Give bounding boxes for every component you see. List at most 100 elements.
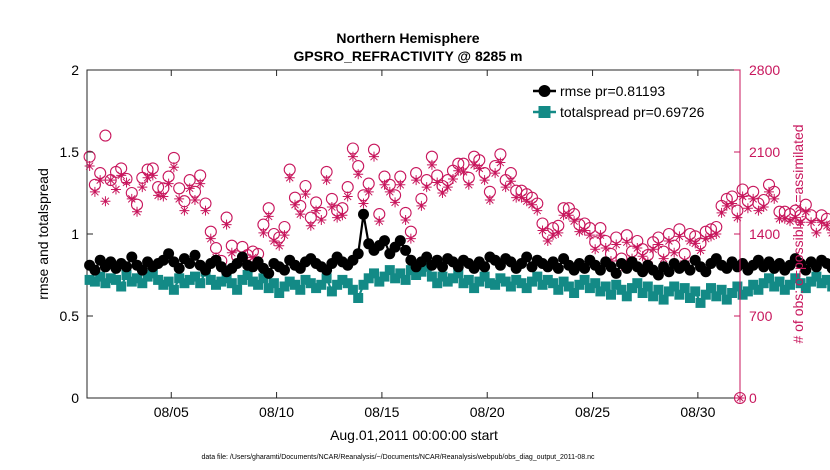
totalspread-point <box>326 286 337 297</box>
totalspread-point <box>105 273 116 284</box>
y-right-tick-label: 1400 <box>749 226 780 242</box>
totalspread-point <box>627 283 637 294</box>
possible-obs-point <box>683 227 697 241</box>
totalspread-point <box>226 278 237 289</box>
totalspread-point <box>448 273 458 284</box>
totalspread-point <box>758 278 769 289</box>
totalspread-point <box>700 289 711 300</box>
totalspread-point <box>706 283 716 294</box>
totalspread-point <box>295 284 306 295</box>
assimilated-obs-point <box>226 247 237 258</box>
totalspread-point <box>542 274 553 285</box>
assimilated-obs-point <box>716 207 727 218</box>
possible-obs-point <box>757 193 770 207</box>
possible-obs-point <box>552 219 565 232</box>
totalspread-point <box>574 279 585 290</box>
totalspread-point <box>405 265 416 276</box>
totalspread-point <box>611 279 622 290</box>
rmse-point <box>610 267 622 279</box>
possible-obs-point <box>810 219 823 232</box>
possible-obs-point <box>547 222 560 235</box>
assimilated-obs-point <box>110 184 121 195</box>
assimilated-obs-point <box>511 192 522 203</box>
assimilated-obs-point <box>268 236 279 247</box>
possible-obs-point <box>604 247 618 260</box>
assimilated-obs-point <box>785 216 796 227</box>
possible-obs-point <box>404 225 417 238</box>
assimilated-obs-point <box>542 236 553 247</box>
assimilated-obs-point <box>795 217 806 228</box>
possible-obs-point <box>420 174 433 187</box>
assimilated-obs-point <box>300 189 311 200</box>
totalspread-point <box>363 273 374 284</box>
totalspread-point <box>527 276 537 287</box>
assimilated-obs-point <box>463 179 474 190</box>
assimilated-obs-point <box>305 220 316 231</box>
assimilated-obs-point <box>479 175 490 186</box>
assimilated-obs-point <box>458 166 469 177</box>
possible-obs-point <box>826 220 830 232</box>
possible-obs-point <box>620 229 633 242</box>
x-tick-label: 08/05 <box>154 404 189 420</box>
assimilated-obs-point <box>168 162 179 173</box>
totalspread-point <box>205 274 216 285</box>
y-axis-right: 0 700 1400 2100 2800 <box>734 62 780 406</box>
assimilated-obs-point <box>153 190 164 201</box>
totalspread-point <box>800 283 811 294</box>
rmse-point <box>400 244 412 256</box>
totalspread-point <box>332 279 343 290</box>
possible-obs-point <box>599 234 612 248</box>
assimilated-obs-point <box>326 202 337 213</box>
assimilated-obs-point <box>553 227 564 238</box>
x-tick-label: 08/15 <box>364 404 399 420</box>
rmse-point <box>479 261 491 273</box>
totalspread-point <box>663 286 674 297</box>
totalspread-point <box>284 276 295 287</box>
y-right-tick-label: 2800 <box>749 62 780 78</box>
assimilated-obs-point <box>495 157 506 168</box>
possible-obs-point <box>699 225 712 238</box>
assimilated-obs-point <box>205 233 216 244</box>
totalspread-point <box>790 273 801 284</box>
assimilated-obs-point <box>284 172 295 183</box>
assimilated-obs-point <box>569 216 580 227</box>
assimilated-obs-point <box>521 196 532 207</box>
rmse-point <box>173 262 185 274</box>
totalspread-point <box>279 281 290 292</box>
y-left-tick-label: 2 <box>71 62 79 78</box>
possible-obs-point <box>383 178 396 191</box>
possible-obs-point <box>441 174 454 187</box>
assimilated-obs-point <box>758 202 769 213</box>
legend-box <box>526 77 734 126</box>
possible-obs-point <box>531 197 544 210</box>
totalspread-point <box>163 276 174 287</box>
assimilated-obs-point <box>532 205 543 216</box>
assimilated-obs-point <box>516 192 527 203</box>
rmse-point <box>89 264 101 276</box>
totalspread-point <box>553 284 564 295</box>
totalspread-point <box>347 284 358 295</box>
possible-obs-point <box>431 169 444 182</box>
possible-obs-layer <box>83 129 830 267</box>
assimilated-obs-point <box>163 178 174 189</box>
assimilated-obs-point <box>774 213 785 224</box>
possible-obs-point <box>331 204 344 217</box>
assimilated-obs-point <box>416 200 427 211</box>
assimilated-obs-point <box>432 177 443 188</box>
possible-obs-point <box>357 189 370 202</box>
possible-obs-point <box>747 185 760 198</box>
totalspread-point <box>268 278 279 289</box>
assimilated-obs-point <box>674 231 685 242</box>
rmse-point <box>684 264 696 276</box>
totalspread-point <box>221 273 232 284</box>
assimilated-obs-point <box>374 216 385 227</box>
totalspread-point <box>411 270 422 280</box>
possible-obs-point <box>325 192 338 205</box>
totalspread-layer <box>84 261 830 308</box>
assimilated-obs-point <box>806 217 817 228</box>
totalspread-point <box>590 278 601 289</box>
totalspread-point <box>153 274 164 285</box>
assimilated-obs-point <box>426 159 437 170</box>
totalspread-point <box>779 284 790 295</box>
possible-obs-point <box>204 225 217 238</box>
